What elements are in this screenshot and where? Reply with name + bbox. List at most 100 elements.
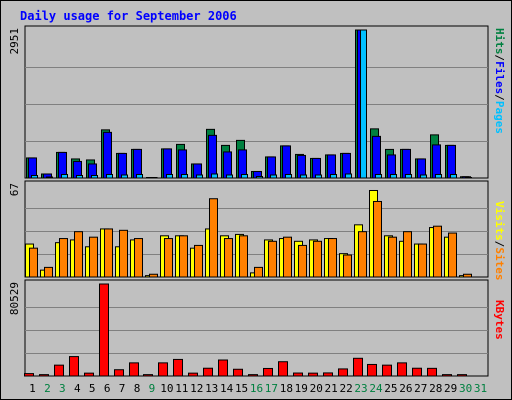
bar-kbytes-17 xyxy=(263,367,273,377)
bar-kbytes-23 xyxy=(353,357,363,377)
bar-kbytes-13 xyxy=(203,367,213,377)
x-tick-label: 7 xyxy=(119,382,126,395)
bar-pages-11 xyxy=(181,173,188,179)
bar-kbytes-5 xyxy=(84,372,94,377)
legend-files: Files xyxy=(493,61,506,94)
bar-files-18 xyxy=(282,145,291,179)
bar-files-14 xyxy=(223,151,232,179)
bar-files-29 xyxy=(447,144,456,179)
bar-kbytes-15 xyxy=(233,368,243,377)
x-tick-label: 27 xyxy=(414,382,427,395)
bar-files-10 xyxy=(163,148,172,179)
bar-sites-28 xyxy=(433,225,442,278)
bar-sites-7 xyxy=(119,229,128,278)
bar-sites-6 xyxy=(104,228,113,278)
bar-pages-28 xyxy=(435,173,442,179)
x-tick-label: 4 xyxy=(74,382,81,395)
legend-kbytes: KBytes xyxy=(493,300,506,340)
legend-sites: Sites xyxy=(493,247,506,280)
x-tick-label: 28 xyxy=(429,382,442,395)
bar-sites-24 xyxy=(373,200,382,278)
x-tick-label: 15 xyxy=(235,382,248,395)
legend-pages: Pages xyxy=(493,101,506,134)
legend-kbytes: KBytes xyxy=(493,300,506,340)
bar-kbytes-19 xyxy=(293,372,303,377)
panel-kbytes: 80529 KBytes xyxy=(8,279,506,377)
x-tick-label: 13 xyxy=(205,382,218,395)
bar-sites-25 xyxy=(388,236,397,278)
bar-pages-18 xyxy=(285,173,292,179)
bar-kbytes-22 xyxy=(338,368,348,377)
bar-pages-27 xyxy=(420,174,427,179)
legend-hits_files_pages: Hits/Files/Pages xyxy=(493,28,506,134)
y-max-label: 80529 xyxy=(8,282,21,315)
bar-pages-12 xyxy=(196,174,203,179)
bar-files-15 xyxy=(238,149,247,179)
bar-kbytes-6 xyxy=(99,283,109,377)
bar-files-8 xyxy=(133,148,142,179)
x-tick-label: 14 xyxy=(220,382,234,395)
bar-kbytes-26 xyxy=(397,362,407,377)
bar-sites-1 xyxy=(29,247,38,278)
x-tick-label: 23 xyxy=(354,382,367,395)
x-tick-label: 24 xyxy=(369,382,383,395)
bar-kbytes-16 xyxy=(248,374,258,377)
bar-pages-20 xyxy=(315,174,322,179)
bar-kbytes-20 xyxy=(308,372,318,377)
bar-pages-23 xyxy=(360,29,367,179)
bar-sites-17 xyxy=(268,240,277,278)
bar-kbytes-30 xyxy=(457,374,467,377)
bar-sites-11 xyxy=(179,235,188,278)
bar-pages-26 xyxy=(405,173,412,179)
bar-pages-2 xyxy=(46,176,53,179)
bar-pages-4 xyxy=(76,174,83,179)
bar-kbytes-2 xyxy=(39,374,49,377)
bar-sites-15 xyxy=(239,235,248,278)
panel-hits_files_pages: 2951 Hits/Files/Pages xyxy=(8,25,506,179)
bar-files-11 xyxy=(178,149,187,179)
x-tick-label: 21 xyxy=(325,382,338,395)
bar-sites-2 xyxy=(44,266,53,278)
bar-pages-5 xyxy=(91,174,98,179)
bar-sites-21 xyxy=(328,238,337,278)
x-tick-label: 11 xyxy=(175,382,188,395)
bar-pages-6 xyxy=(106,173,113,179)
bar-files-26 xyxy=(402,148,411,179)
bar-sites-22 xyxy=(343,254,352,278)
x-tick-label: 17 xyxy=(265,382,278,395)
legend-separator: / xyxy=(493,241,506,248)
x-tick-label: 26 xyxy=(399,382,412,395)
bar-pages-13 xyxy=(211,173,218,179)
bar-pages-16 xyxy=(256,175,263,179)
legend-visits: Visits xyxy=(493,201,506,241)
bar-sites-30 xyxy=(463,273,472,278)
bar-pages-24 xyxy=(375,173,382,179)
bar-kbytes-29 xyxy=(442,374,452,377)
bar-files-1 xyxy=(28,157,37,179)
x-tick-label: 12 xyxy=(190,382,203,395)
x-tick-label: 2 xyxy=(44,382,51,395)
x-tick-label: 22 xyxy=(339,382,352,395)
bar-pages-30 xyxy=(465,176,472,179)
bar-sites-16 xyxy=(254,266,263,278)
x-tick-label: 25 xyxy=(384,382,397,395)
bar-files-24 xyxy=(372,135,381,179)
x-tick-label: 3 xyxy=(59,382,66,395)
legend-visits_sites: Visits/Sites xyxy=(493,201,506,281)
bar-sites-29 xyxy=(448,232,457,278)
bar-kbytes-3 xyxy=(54,364,64,377)
bar-kbytes-25 xyxy=(382,364,392,377)
bar-files-13 xyxy=(208,134,217,179)
bar-pages-10 xyxy=(166,173,173,179)
x-tick-label: 16 xyxy=(250,382,263,395)
bar-sites-19 xyxy=(298,244,307,278)
bar-kbytes-12 xyxy=(188,372,198,377)
x-tick-label: 6 xyxy=(104,382,111,395)
bar-sites-14 xyxy=(224,238,233,278)
x-tick-label: 9 xyxy=(149,382,156,395)
bar-sites-20 xyxy=(313,240,322,278)
bar-sites-27 xyxy=(418,243,427,278)
bar-pages-3 xyxy=(61,173,68,179)
x-tick-label: 5 xyxy=(89,382,96,395)
bar-kbytes-28 xyxy=(427,367,437,377)
